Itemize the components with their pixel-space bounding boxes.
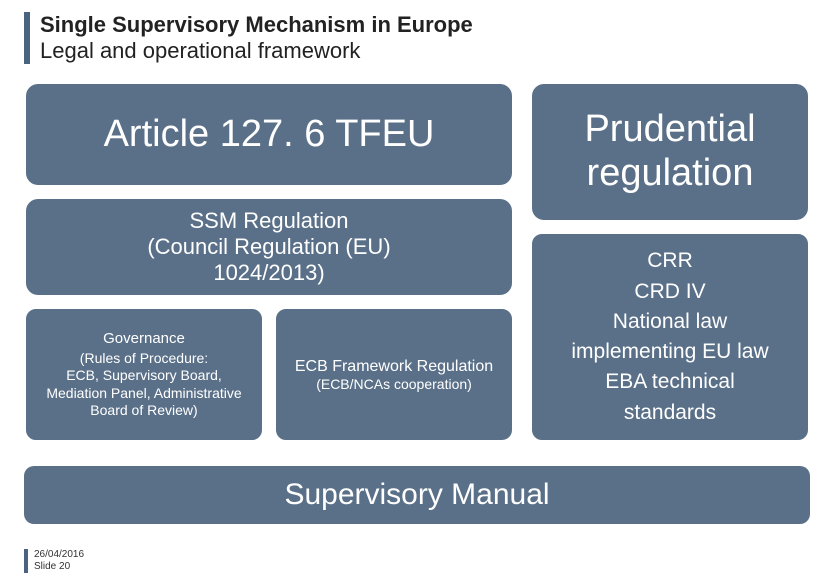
- reg-item-natlaw1: National law: [613, 309, 727, 335]
- small-boxes-row: Governance (Rules of Procedure: ECB, Sup…: [24, 307, 514, 442]
- prudential-box: Prudential regulation: [530, 82, 810, 222]
- reg-item-eba1: EBA technical: [605, 369, 735, 395]
- ssm-line3: 1024/2013): [213, 260, 324, 286]
- ecb-framework-box: ECB Framework Regulation (ECB/NCAs coope…: [274, 307, 514, 442]
- supervisory-manual-bar: Supervisory Manual: [24, 466, 810, 524]
- title-line2: Legal and operational framework: [40, 38, 810, 64]
- ssm-box: SSM Regulation (Council Regulation (EU) …: [24, 197, 514, 297]
- governance-head: Governance: [103, 330, 185, 347]
- article-box: Article 127. 6 TFEU: [24, 82, 514, 187]
- prudential-line1: Prudential: [584, 108, 755, 152]
- right-column: Prudential regulation CRR CRD IV Nationa…: [530, 82, 810, 442]
- footer-slide: Slide 20: [34, 561, 84, 573]
- reg-item-crr: CRR: [647, 248, 693, 274]
- reg-item-eba2: standards: [624, 400, 716, 426]
- slide-title: Single Supervisory Mechanism in Europe L…: [24, 12, 810, 64]
- governance-sub2: ECB, Supervisory Board,: [66, 367, 222, 385]
- regulations-list-box: CRR CRD IV National law implementing EU …: [530, 232, 810, 442]
- governance-sub4: Board of Review): [90, 402, 197, 420]
- governance-sub3: Mediation Panel, Administrative: [46, 385, 241, 403]
- footer-date: 26/04/2016: [34, 549, 84, 561]
- ssm-line1: SSM Regulation: [190, 208, 349, 234]
- reg-item-natlaw2: implementing EU law: [571, 339, 768, 365]
- governance-box: Governance (Rules of Procedure: ECB, Sup…: [24, 307, 264, 442]
- ecb-head: ECB Framework Regulation: [295, 358, 493, 376]
- left-column: Article 127. 6 TFEU SSM Regulation (Coun…: [24, 82, 514, 442]
- reg-item-crdiv: CRD IV: [634, 279, 705, 305]
- ssm-line2: (Council Regulation (EU): [147, 234, 390, 260]
- article-text: Article 127. 6 TFEU: [104, 113, 435, 157]
- footer: 26/04/2016 Slide 20: [24, 549, 84, 573]
- manual-text: Supervisory Manual: [284, 478, 549, 511]
- prudential-line2: regulation: [587, 152, 754, 196]
- content-grid: Article 127. 6 TFEU SSM Regulation (Coun…: [24, 82, 810, 442]
- title-line1: Single Supervisory Mechanism in Europe: [40, 12, 810, 38]
- ecb-sub: (ECB/NCAs cooperation): [316, 376, 472, 392]
- governance-sub1: (Rules of Procedure:: [80, 350, 208, 368]
